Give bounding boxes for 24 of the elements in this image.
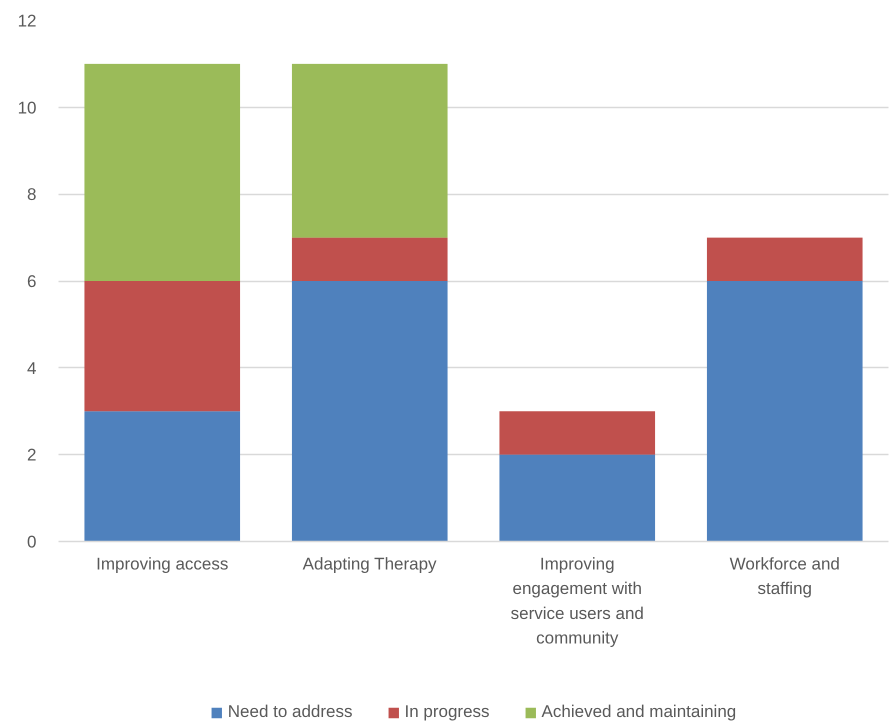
legend-label: Need to address — [228, 702, 353, 722]
bar — [84, 411, 240, 542]
y-tick-label: 8 — [27, 185, 37, 204]
y-tick-label: 4 — [27, 358, 37, 378]
bar — [84, 281, 240, 412]
y-tick-label: 12 — [18, 12, 37, 30]
bar — [706, 281, 863, 542]
bar — [292, 281, 448, 542]
legend-label: In progress — [404, 702, 490, 722]
bar — [84, 64, 240, 281]
x-tick-label: Adapting Therapy — [302, 554, 438, 574]
bar — [499, 411, 656, 455]
bar — [292, 64, 448, 238]
bar — [292, 238, 448, 281]
y-tick-label: 10 — [18, 98, 37, 118]
y-tick-label: 2 — [27, 446, 37, 465]
legend-label: Achieved and maintaining — [542, 702, 736, 722]
y-tick-label: 6 — [27, 272, 37, 291]
bar — [499, 454, 656, 542]
bar — [706, 238, 863, 281]
x-tick-label: Workforce and staffing — [730, 554, 840, 598]
x-tick-label: Improving access — [96, 554, 228, 574]
x-tick-label: Improving engagement with service users and community — [510, 554, 644, 648]
y-tick-label: 0 — [27, 532, 37, 552]
